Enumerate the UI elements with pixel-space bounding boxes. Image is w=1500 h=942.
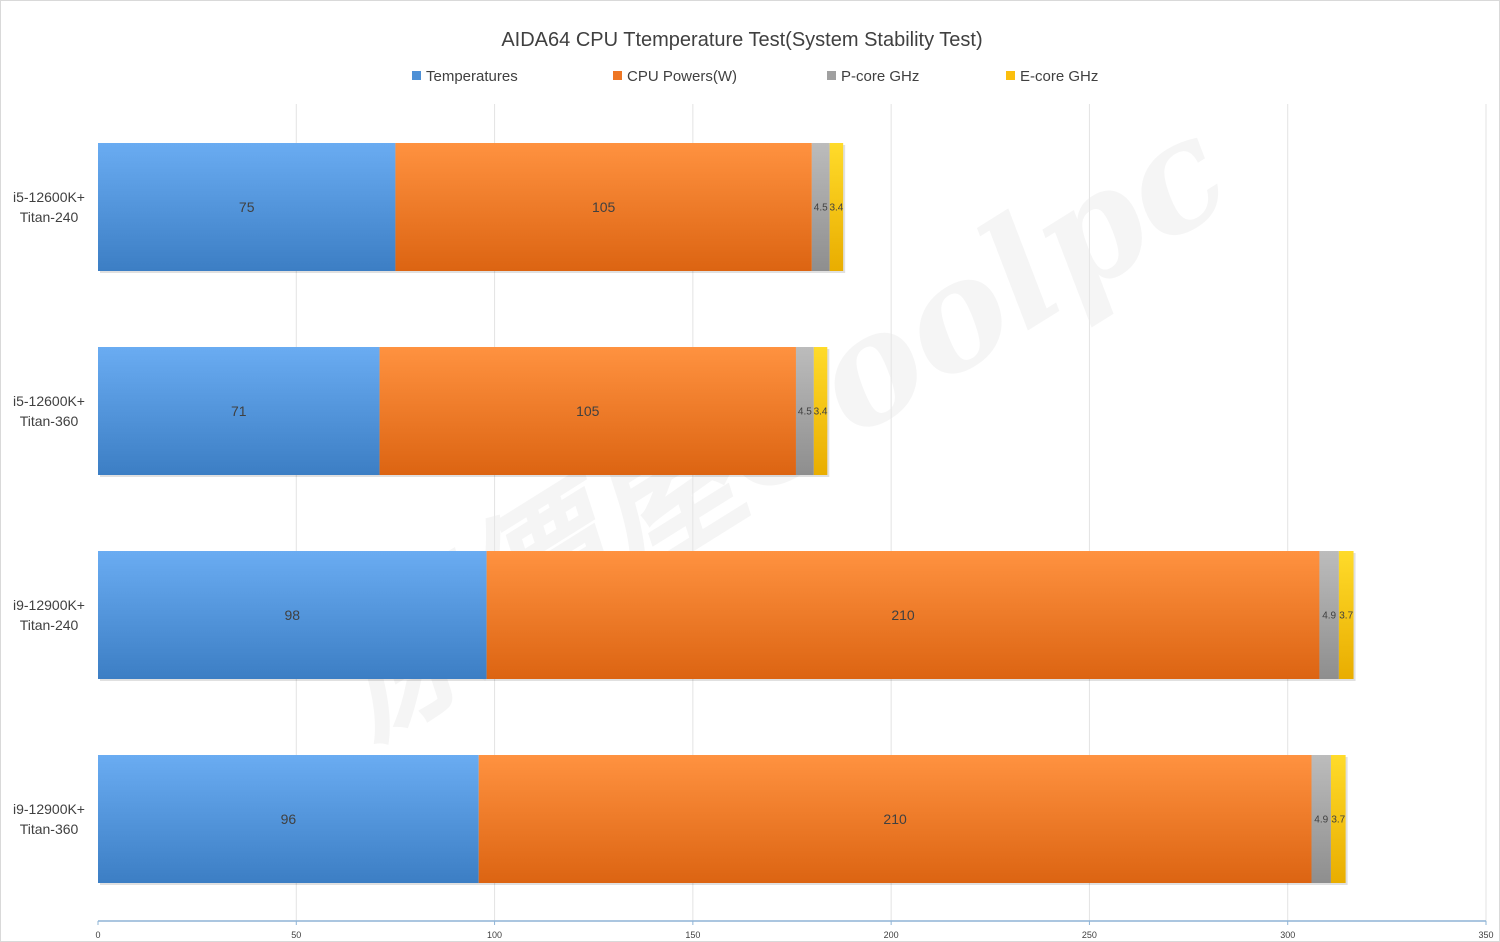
- legend-label: E-core GHz: [1020, 68, 1098, 85]
- data-label: 210: [891, 607, 915, 623]
- legend-swatch: [613, 71, 622, 80]
- bar-segment-temperatures: [98, 143, 396, 271]
- category-label: i5-12600K+ Titan-240: [13, 189, 85, 225]
- data-label: 71: [231, 403, 247, 419]
- bar-segment-temperatures: [98, 755, 479, 883]
- legend-label: CPU Powers(W): [627, 68, 737, 85]
- bar-segment-temperatures: [98, 347, 380, 475]
- bar-segment-cpu-powers-w: [379, 347, 796, 475]
- legend-swatch: [827, 71, 836, 80]
- legend-item[interactable]: Temperatures: [412, 68, 518, 85]
- data-label: 3.4: [814, 407, 828, 418]
- bars: [98, 143, 1356, 885]
- data-label: 4.5: [798, 407, 812, 418]
- x-tick-label: 200: [884, 930, 899, 940]
- data-labels: 75 105 4.5 3.471 105 4.5 3.498 210 4.9 3.796 210 4.…: [231, 199, 1354, 827]
- x-tick-label: 350: [1478, 930, 1493, 940]
- x-tick-label: 100: [487, 930, 502, 940]
- data-label: 3.7: [1331, 815, 1345, 826]
- legend: Temperatures CPU Powers(W) P-core GHz E-cor…: [412, 68, 1098, 85]
- legend-item[interactable]: P-core GHz: [827, 68, 919, 85]
- bar-segment-cpu-powers-w: [478, 755, 1312, 883]
- category-label: i5-12600K+ Titan-360: [13, 393, 85, 429]
- data-label: 75: [239, 199, 255, 215]
- data-label: 105: [592, 199, 616, 215]
- legend-label: Temperatures: [426, 68, 518, 85]
- bar-segment-cpu-powers-w: [395, 143, 812, 271]
- bar-segment-p-core-ghz: [795, 347, 814, 475]
- legend-swatch: [1006, 71, 1015, 80]
- data-label: 98: [285, 607, 301, 623]
- data-label: 3.7: [1339, 611, 1353, 622]
- data-label: 3.4: [829, 203, 843, 214]
- legend-item[interactable]: CPU Powers(W): [613, 68, 737, 85]
- bar-segment-p-core-ghz: [811, 143, 830, 271]
- x-tick-label: 150: [685, 930, 700, 940]
- data-label: 210: [883, 811, 907, 827]
- data-label: 4.9: [1322, 611, 1336, 622]
- legend-item[interactable]: E-core GHz: [1006, 68, 1098, 85]
- bar-segment-e-core-ghz: [1330, 755, 1346, 883]
- x-tick-label: 50: [291, 930, 301, 940]
- legend-label: P-core GHz: [841, 68, 919, 85]
- bar-segment-e-core-ghz: [1338, 551, 1354, 679]
- x-tick-label: 300: [1280, 930, 1295, 940]
- bar-segment-e-core-ghz: [813, 347, 828, 475]
- bar-segment-cpu-powers-w: [486, 551, 1320, 679]
- bar-segment-p-core-ghz: [1311, 755, 1331, 883]
- x-tick-label: 250: [1082, 930, 1097, 940]
- chart-title: AIDA64 CPU Ttemperature Test(System Stab…: [501, 29, 982, 51]
- x-axis: 0 50 100 150 200 250 300 350: [95, 920, 1494, 940]
- bar-segment-temperatures: [98, 551, 487, 679]
- category-label: i9-12900K+ Titan-360: [13, 801, 85, 837]
- category-label: i9-12900K+ Titan-240: [13, 597, 85, 633]
- data-label: 4.9: [1314, 815, 1328, 826]
- bar-segment-e-core-ghz: [829, 143, 844, 271]
- category-labels: i5-12600K+ Titan-240 i5-12600K+ Titan-360 i9…: [13, 189, 85, 837]
- x-tick-label: 0: [95, 930, 100, 940]
- data-label: 4.5: [814, 203, 828, 214]
- bar-segment-p-core-ghz: [1319, 551, 1339, 679]
- data-label: 105: [576, 403, 600, 419]
- legend-swatch: [412, 71, 421, 80]
- data-label: 96: [281, 811, 297, 827]
